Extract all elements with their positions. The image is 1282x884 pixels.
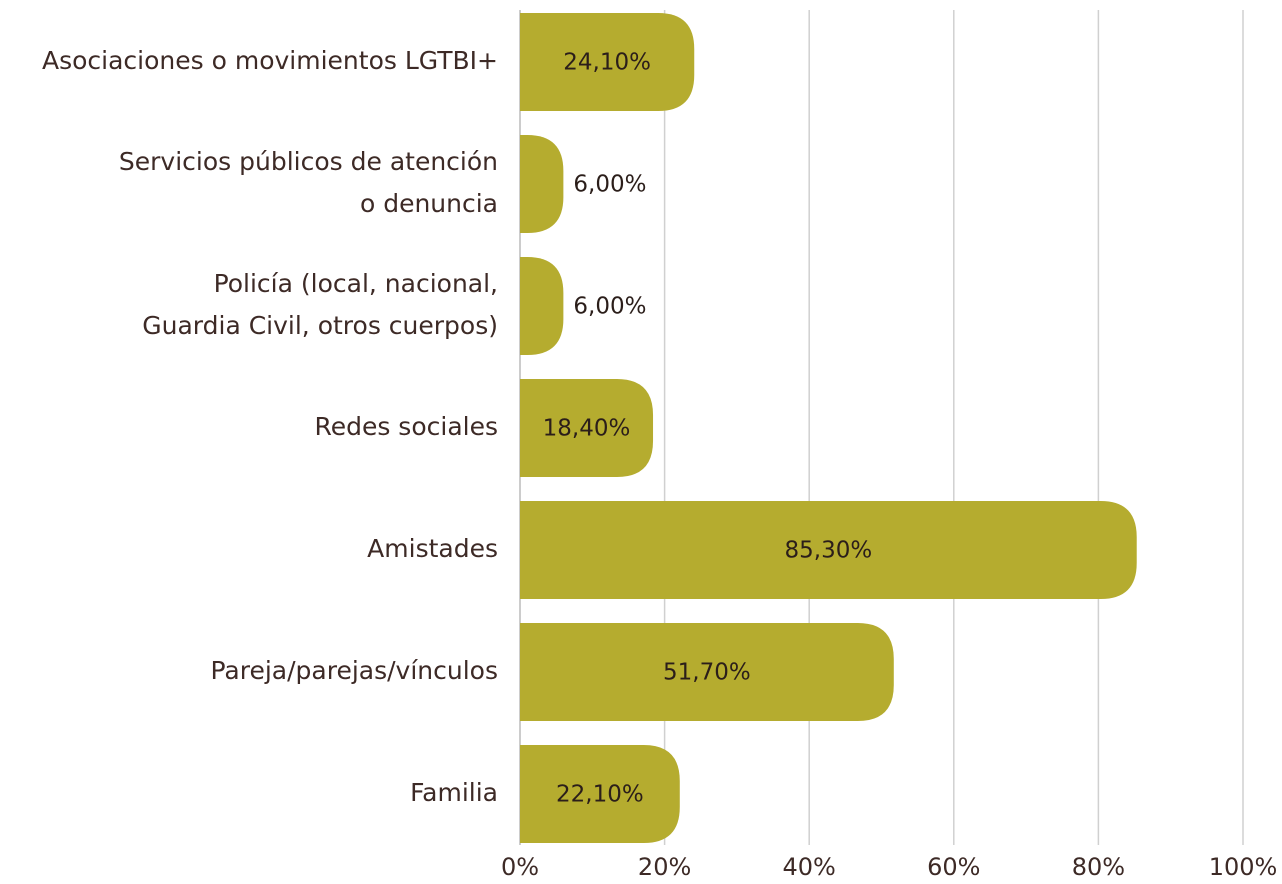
bar xyxy=(520,745,680,843)
value-label: 85,30% xyxy=(785,538,873,564)
bar xyxy=(520,501,1137,599)
category-label: Policía (local, nacional, Guardia Civil, … xyxy=(142,269,498,340)
bar xyxy=(520,257,564,355)
category-line: Policía (local, nacional, xyxy=(214,269,498,298)
category-line: Servicios públicos de atención xyxy=(119,147,498,176)
bar xyxy=(520,13,695,111)
bar xyxy=(520,135,564,233)
x-tick-label: 40% xyxy=(783,853,836,881)
category-line: o denuncia xyxy=(360,189,498,218)
x-tick-label: 100% xyxy=(1209,853,1278,881)
value-label: 18,40% xyxy=(543,416,631,442)
value-label: 6,00% xyxy=(573,172,646,198)
value-label: 6,00% xyxy=(573,294,646,320)
category-label: Amistades xyxy=(367,534,498,563)
category-line: Guardia Civil, otros cuerpos) xyxy=(142,311,498,340)
bar xyxy=(520,623,894,721)
bar xyxy=(520,379,654,477)
category-label: Asociaciones o movimientos LGTBI+ xyxy=(42,46,498,75)
category-line: Asociaciones o movimientos LGTBI+ xyxy=(42,46,498,75)
value-label: 22,10% xyxy=(556,782,644,808)
category-label: Familia xyxy=(410,778,498,807)
x-tick-label: 80% xyxy=(1072,853,1125,881)
category-line: Pareja/parejas/vínculos xyxy=(210,656,498,685)
category-label: Servicios públicos de atención o denuncia xyxy=(119,147,498,218)
x-tick-label: 20% xyxy=(638,853,691,881)
category-label: Redes sociales xyxy=(314,412,498,441)
category-line: Familia xyxy=(410,778,498,807)
category-label: Pareja/parejas/vínculos xyxy=(210,656,498,685)
category-line: Redes sociales xyxy=(314,412,498,441)
x-tick-label: 0% xyxy=(501,853,539,881)
x-tick-label: 60% xyxy=(927,853,980,881)
value-label: 24,10% xyxy=(563,50,651,76)
value-label: 51,70% xyxy=(663,660,751,686)
category-line: Amistades xyxy=(367,534,498,563)
